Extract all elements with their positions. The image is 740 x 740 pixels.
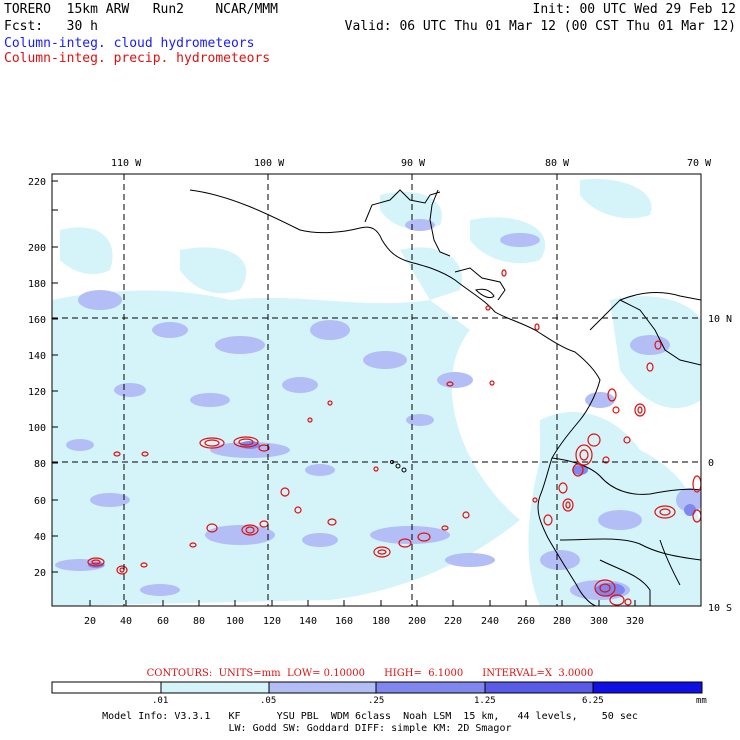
grid-x-label: 140 [299,616,317,627]
lon-label-110w: 110 W [111,158,142,169]
grid-x-label: 40 [120,616,132,627]
lon-label-80w: 80 W [545,158,570,169]
colorbar-level: .25 [368,696,385,706]
contours-info: CONTOURS: UNITS=mm LOW= 0.10000 HIGH= 6.… [146,668,594,679]
precip-contours [87,269,701,606]
grid-x-label: 120 [263,616,281,627]
colorbar [51,681,703,694]
lat-label-0: 0 [708,458,714,469]
grid-x-label: 160 [335,616,353,627]
grid-x-label: 200 [408,616,426,627]
grid-x-label: 240 [481,616,499,627]
colorbar-level: .05 [260,696,277,706]
grid-x-label: 260 [517,616,535,627]
grid-x-label: 320 [626,616,644,627]
map-frame [51,173,702,607]
grid-y-label: 80 [34,459,46,470]
grid-y-label: 140 [28,351,46,362]
colorbar-level: 6.25 [582,696,604,706]
header-title: TORERO 15km ARW Run2 NCAR/MMM [4,2,278,17]
lon-label-90w: 90 W [401,158,426,169]
grid-x-label: 180 [372,616,390,627]
grid-x-label: 100 [226,616,244,627]
grid-y-label: 200 [28,243,46,254]
lat-label-10s: 10 S [708,603,732,614]
grid-y-label: 20 [34,568,46,579]
header-forecast-hour: Fcst: 30 h [4,19,98,34]
axis-ticks [52,180,636,606]
grid-x-label: 20 [84,616,96,627]
grid-y-label: 100 [28,423,46,434]
grid-x-label: 220 [444,616,462,627]
grid-y-label: 160 [28,315,46,326]
lon-label-70w: 70 W [687,158,712,169]
grid-x-label: 280 [553,616,571,627]
grid-x-label: 60 [157,616,169,627]
grid-y-label: 180 [28,279,46,290]
grid-y-label: 120 [28,387,46,398]
colorbar-level: 1.25 [474,696,496,706]
grid-x-label: 300 [590,616,608,627]
lat-label-10n: 10 N [708,314,732,325]
cloud-field-medium [55,219,701,600]
grid-y-label: 220 [28,177,46,188]
colorbar-level: .01 [152,696,169,706]
grid-x-label: 80 [193,616,205,627]
model-info-line1: Model Info: V3.3.1 KF YSU PBL WDM 6class… [102,711,638,722]
latlon-grid [52,174,701,606]
colorbar-unit: mm [696,696,707,706]
header-valid-time: Valid: 06 UTC Thu 01 Mar 12 (00 CST Thu … [344,19,736,34]
legend-precip-label: Column-integ. precip. hydrometeors [4,51,271,66]
model-info-line2: LW: Godd SW: Goddard DIFF: simple KM: 2D… [228,723,512,734]
legend-cloud-label: Column-integ. cloud hydrometeors [4,36,255,51]
lon-label-100w: 100 W [254,158,285,169]
grid-y-label: 40 [34,532,46,543]
header-init-time: Init: 00 UTC Wed 29 Feb 12 [532,2,737,17]
grid-y-label: 60 [34,496,46,507]
